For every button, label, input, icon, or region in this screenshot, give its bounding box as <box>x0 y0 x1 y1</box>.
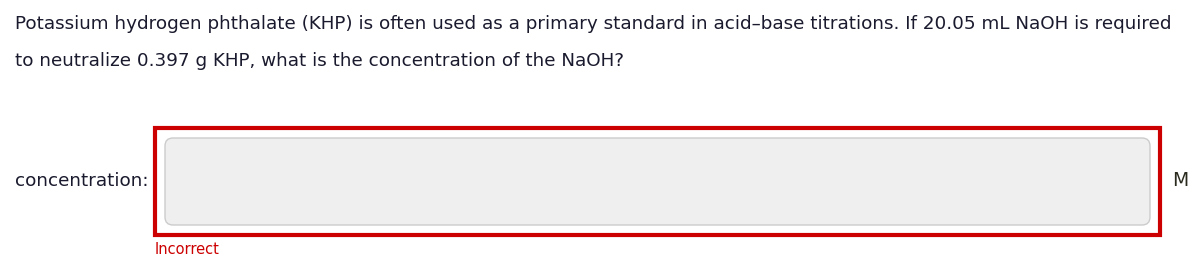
Text: Potassium hydrogen phthalate (KHP) is often used as a primary standard in acid–b: Potassium hydrogen phthalate (KHP) is of… <box>14 15 1171 33</box>
Text: concentration:: concentration: <box>14 172 148 190</box>
Text: to neutralize 0.397 g KHP, what is the concentration of the NaOH?: to neutralize 0.397 g KHP, what is the c… <box>14 52 624 70</box>
Text: Incorrect: Incorrect <box>155 242 220 257</box>
Text: M: M <box>1172 171 1188 190</box>
FancyBboxPatch shape <box>166 138 1150 225</box>
FancyBboxPatch shape <box>155 128 1160 235</box>
